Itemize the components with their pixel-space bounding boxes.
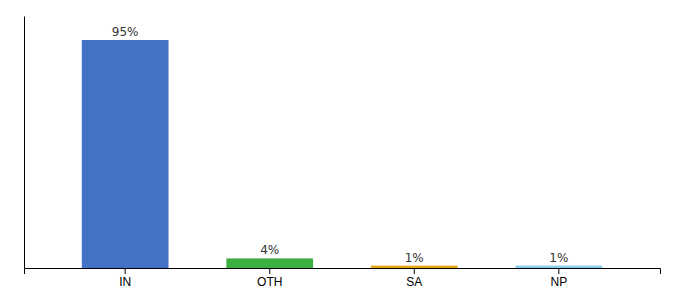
bar [515, 266, 602, 268]
x-tick: OTH [257, 268, 282, 289]
x-tick-label: SA [406, 275, 422, 289]
x-tick: NP [550, 268, 567, 289]
x-tick-mark [558, 268, 559, 274]
bar [82, 40, 169, 268]
chart-svg: IN OTH SA NP 95% 4% 1% 1% [0, 0, 680, 300]
data-label: 4% [260, 243, 279, 257]
y-axis [24, 17, 25, 269]
y-axis-line [24, 17, 25, 269]
data-label: 1% [405, 251, 424, 265]
x-tick-mark [414, 268, 415, 274]
bar [226, 258, 313, 268]
chart-container: IN OTH SA NP 95% 4% 1% 1% [0, 0, 680, 300]
data-label: 1% [549, 251, 568, 265]
data-labels: 95% 4% 1% 1% [112, 25, 568, 265]
bar [371, 266, 458, 268]
x-tick-mark [125, 268, 126, 274]
x-tick-label: OTH [257, 275, 282, 289]
bars [82, 40, 602, 268]
x-axis-line [25, 269, 661, 275]
x-tick: SA [406, 268, 422, 289]
x-tick: IN [119, 268, 131, 289]
x-tick-label: IN [119, 275, 131, 289]
x-tick-mark [269, 268, 270, 274]
x-axis: IN OTH SA NP [25, 268, 661, 289]
data-label: 95% [112, 25, 139, 39]
x-tick-label: NP [550, 275, 567, 289]
plot-area: IN OTH SA NP 95% 4% 1% 1% [25, 17, 661, 289]
